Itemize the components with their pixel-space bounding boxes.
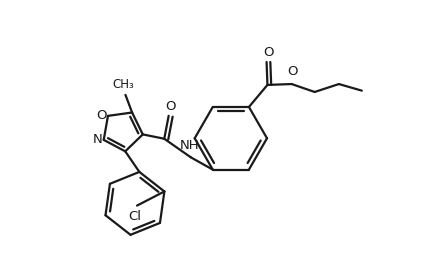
Text: O: O — [97, 109, 107, 122]
Text: O: O — [165, 100, 176, 113]
Text: NH: NH — [180, 139, 200, 152]
Text: O: O — [263, 46, 273, 59]
Text: Cl: Cl — [128, 210, 141, 223]
Text: N: N — [93, 133, 103, 146]
Text: O: O — [287, 65, 298, 78]
Text: CH₃: CH₃ — [113, 78, 135, 91]
